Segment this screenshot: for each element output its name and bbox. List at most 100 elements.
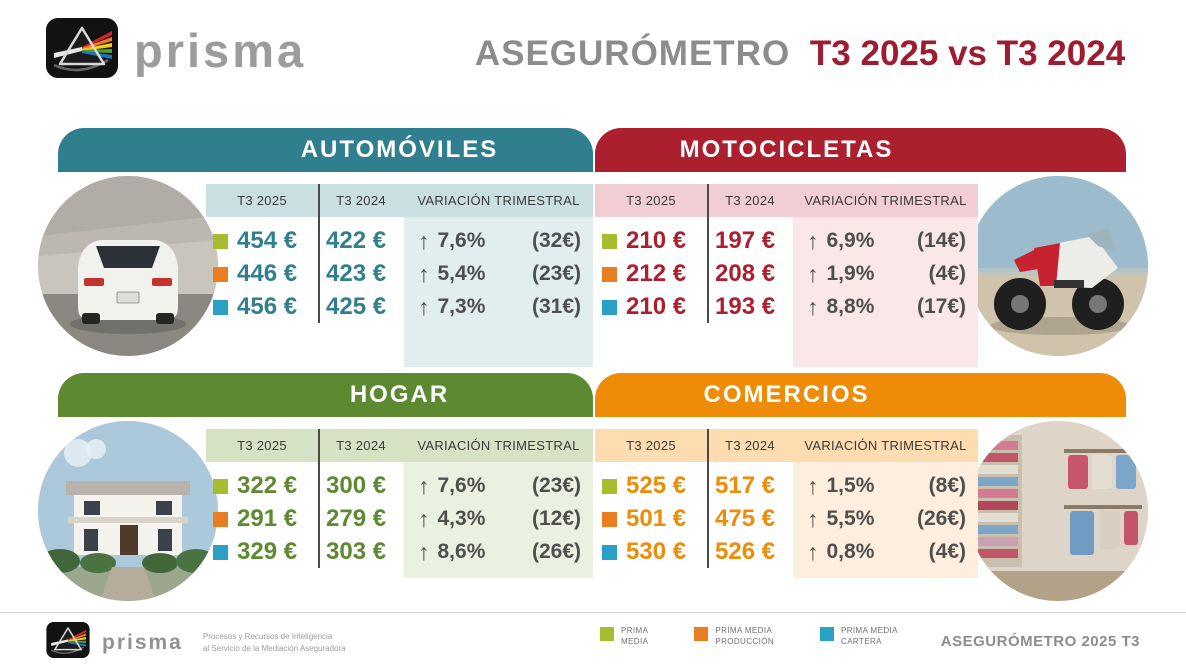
panel-hogar-header: HOGAR (58, 373, 593, 417)
panel-comercios: COMERCIOS (595, 373, 1150, 613)
variation-percent: 5,4% (437, 262, 486, 285)
variation-percent: 0,8% (826, 540, 875, 563)
data-rows: 454 € 422 € ↑ 7,6% (32€) (206, 225, 593, 323)
panel-title: MOTOCICLETAS (679, 136, 894, 163)
table-row: 456 € 425 € ↑ 7,3% (31€) (206, 291, 593, 323)
value-2025: 212 € (626, 260, 687, 287)
year-column-divider (318, 184, 320, 323)
prima-media-produccion-swatch (213, 511, 228, 527)
prima-media-swatch (602, 478, 617, 494)
variation-column-background (404, 462, 593, 578)
cell-2024: 300 € (318, 472, 404, 500)
column-header-row: T3 2025 T3 2024 VARIACIÓN TRIMESTRAL (206, 184, 593, 217)
column-header-t3-2024: T3 2024 (725, 193, 775, 208)
value-2024: 197 € (715, 227, 776, 254)
legend-label-line1: PRIMA MEDIA (715, 626, 773, 635)
prima-media-produccion-swatch (602, 511, 617, 527)
prima-media-swatch (602, 233, 617, 249)
panels-grid: AUTOMÓVILES (38, 128, 1150, 613)
variation-column-background (404, 217, 593, 367)
cell-variation: ↑ 6,9% (14€) (793, 229, 978, 253)
brand-name: prisma (134, 24, 307, 77)
prima-media-swatch (600, 627, 614, 641)
up-arrow-icon: ↑ (807, 293, 819, 320)
table-row: 210 € 197 € ↑ 6,9% (14€) (595, 225, 978, 257)
variation-percent: 1,9% (826, 262, 875, 285)
value-2025: 501 € (626, 505, 687, 532)
table-row: 291 € 279 € ↑ 4,3% (12€) (206, 503, 593, 535)
variation-percent: 7,6% (437, 229, 486, 252)
cell-2024: 526 € (707, 538, 793, 566)
tagline-line2: al Servicio de la Mediación Aseguradora (202, 643, 346, 653)
cell-variation: ↑ 1,9% (4€) (793, 262, 978, 286)
prima-media-cartera-swatch (213, 544, 228, 560)
cell-2024: 517 € (707, 472, 793, 500)
value-2025: 525 € (626, 472, 687, 499)
data-rows: 210 € 197 € ↑ 6,9% (14€) (595, 225, 978, 323)
legend-label-line2: CARTERA (841, 636, 882, 646)
variation-column-background (793, 462, 978, 578)
panel-motocicletas: MOTOCICLETAS (595, 128, 1150, 368)
up-arrow-icon: ↑ (807, 472, 819, 499)
value-2024: 208 € (715, 260, 776, 287)
hogar-table: T3 2025 T3 2024 VARIACIÓN TRIMESTRAL 322… (206, 429, 593, 613)
variation-amount: (31€) (531, 295, 581, 318)
prima-media-swatch (213, 233, 228, 249)
panel-automoviles: AUTOMÓVILES (38, 128, 593, 368)
cell-variation: ↑ 7,6% (23€) (404, 474, 593, 498)
table-row: 530 € 526 € ↑ 0,8% (4€) (595, 536, 978, 568)
title-comparison: T3 2025 vs T3 2024 (809, 34, 1126, 73)
variation-amount: (23€) (531, 262, 581, 285)
cell-variation: ↑ 7,3% (31€) (404, 295, 593, 319)
value-2024: 279 € (326, 505, 387, 532)
legend-label-line1: PRIMA MEDIA (841, 626, 898, 635)
cell-variation: ↑ 5,4% (23€) (404, 262, 593, 286)
up-arrow-icon: ↑ (418, 472, 430, 499)
cell-2024: 193 € (707, 293, 793, 321)
up-arrow-icon: ↑ (418, 538, 430, 565)
cell-2025: 329 € (206, 538, 318, 566)
value-2025: 456 € (237, 293, 298, 320)
column-header-t3-2025: T3 2025 (237, 193, 287, 208)
cell-2024: 208 € (707, 260, 793, 288)
value-2024: 517 € (715, 472, 776, 499)
panel-title: AUTOMÓVILES (300, 136, 499, 163)
variation-percent: 5,5% (826, 507, 875, 530)
prima-media-cartera-swatch (213, 299, 228, 315)
variation-amount: (14€) (916, 229, 966, 252)
cell-2025: 456 € (206, 293, 318, 321)
column-header-t3-2024: T3 2024 (336, 438, 386, 453)
legend-label: PRIMA MEDIA (621, 626, 648, 648)
comercios-table: T3 2025 T3 2024 VARIACIÓN TRIMESTRAL 525… (595, 429, 978, 613)
variation-percent: 8,6% (437, 540, 486, 563)
variation-percent: 1,5% (826, 474, 875, 497)
brand-tagline: Procesos y Recursos de Inteligencia al S… (203, 631, 346, 653)
up-arrow-icon: ↑ (807, 538, 819, 565)
cell-2025: 322 € (206, 472, 318, 500)
cell-variation: ↑ 0,8% (4€) (793, 540, 978, 564)
variation-amount: (32€) (531, 229, 581, 252)
table-row: 525 € 517 € ↑ 1,5% (8€) (595, 470, 978, 502)
cell-variation: ↑ 4,3% (12€) (404, 507, 593, 531)
year-column-divider (707, 429, 709, 568)
variation-column-background (793, 217, 978, 367)
cell-2025: 212 € (595, 260, 707, 288)
cell-variation: ↑ 7,6% (32€) (404, 229, 593, 253)
cell-variation: ↑ 5,5% (26€) (793, 507, 978, 531)
column-header-t3-2025: T3 2025 (626, 438, 676, 453)
value-2024: 303 € (326, 538, 387, 565)
cell-2025: 525 € (595, 472, 707, 500)
table-row: 446 € 423 € ↑ 5,4% (23€) (206, 258, 593, 290)
up-arrow-icon: ↑ (807, 260, 819, 287)
up-arrow-icon: ↑ (807, 505, 819, 532)
value-2025: 329 € (237, 538, 298, 565)
cell-2025: 446 € (206, 260, 318, 288)
cell-variation: ↑ 8,6% (26€) (404, 540, 593, 564)
prima-media-cartera-swatch (602, 299, 617, 315)
table-row: 501 € 475 € ↑ 5,5% (26€) (595, 503, 978, 535)
year-column-divider (707, 184, 709, 323)
up-arrow-icon: ↑ (418, 505, 430, 532)
prima-media-cartera-swatch (602, 544, 617, 560)
column-header-variacion: VARIACIÓN TRIMESTRAL (417, 193, 580, 208)
